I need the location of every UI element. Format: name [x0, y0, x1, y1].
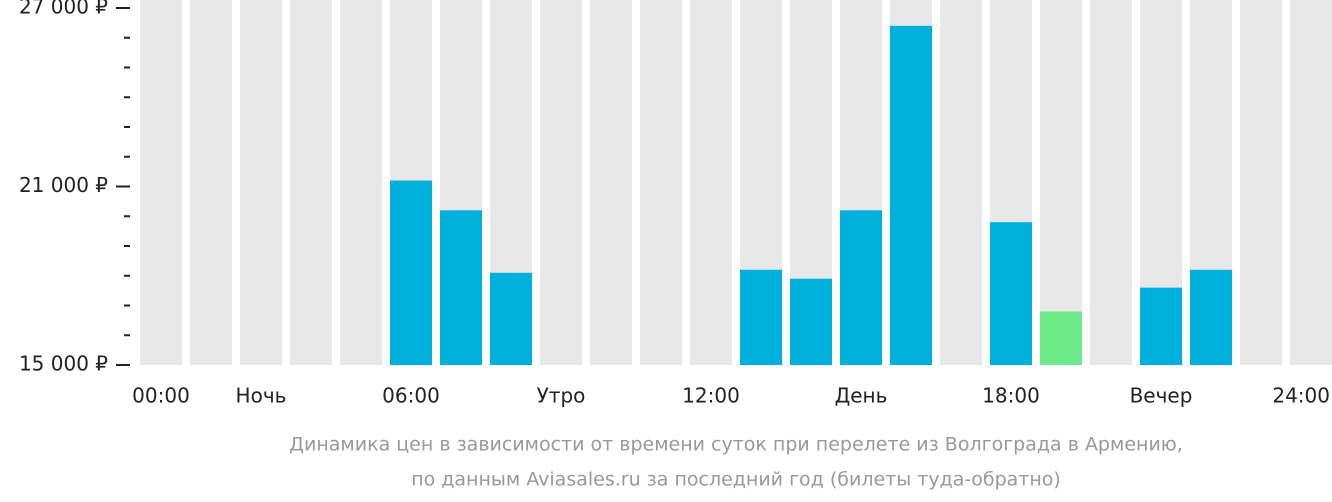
slot-background [540, 0, 582, 365]
bar [1040, 311, 1082, 365]
bar [990, 222, 1032, 365]
x-tick-label: Вечер [1130, 384, 1193, 408]
slot-background [690, 0, 732, 365]
slot-background [940, 0, 982, 365]
bar [390, 180, 432, 365]
bar [490, 272, 532, 365]
slot-background [590, 0, 632, 365]
bar [840, 210, 882, 365]
slot-background [1090, 0, 1132, 365]
y-tick-label: 27 000 ₽ [19, 0, 108, 19]
y-tick-label: 21 000 ₽ [19, 173, 108, 197]
slot-background [190, 0, 232, 365]
x-tick-label: 06:00 [382, 384, 440, 408]
x-tick-label: 12:00 [682, 384, 740, 408]
y-tick-label: 15 000 ₽ [19, 352, 108, 376]
chart-title: Динамика цен в зависимости от времени су… [289, 434, 1183, 456]
x-tick-label: 24:00 [1272, 384, 1330, 408]
x-tick-label: 00:00 [132, 384, 190, 408]
x-tick-label: 18:00 [982, 384, 1040, 408]
x-tick-label: Утро [537, 384, 586, 408]
x-tick-label: Ночь [236, 384, 287, 408]
slot-background [1240, 0, 1282, 365]
bar [740, 269, 782, 365]
bar [790, 278, 832, 365]
slot-background [290, 0, 332, 365]
slot-background [340, 0, 382, 365]
bar [1190, 269, 1232, 365]
slot-background [140, 0, 182, 365]
bar [890, 25, 932, 365]
slot-background [1040, 0, 1082, 365]
slot-background [1290, 0, 1332, 365]
slot-background [240, 0, 282, 365]
chart-title: по данным Aviasales.ru за последний год … [411, 469, 1061, 491]
bar [1140, 287, 1182, 365]
bar [440, 210, 482, 365]
slot-background [640, 0, 682, 365]
x-tick-label: День [835, 384, 888, 408]
